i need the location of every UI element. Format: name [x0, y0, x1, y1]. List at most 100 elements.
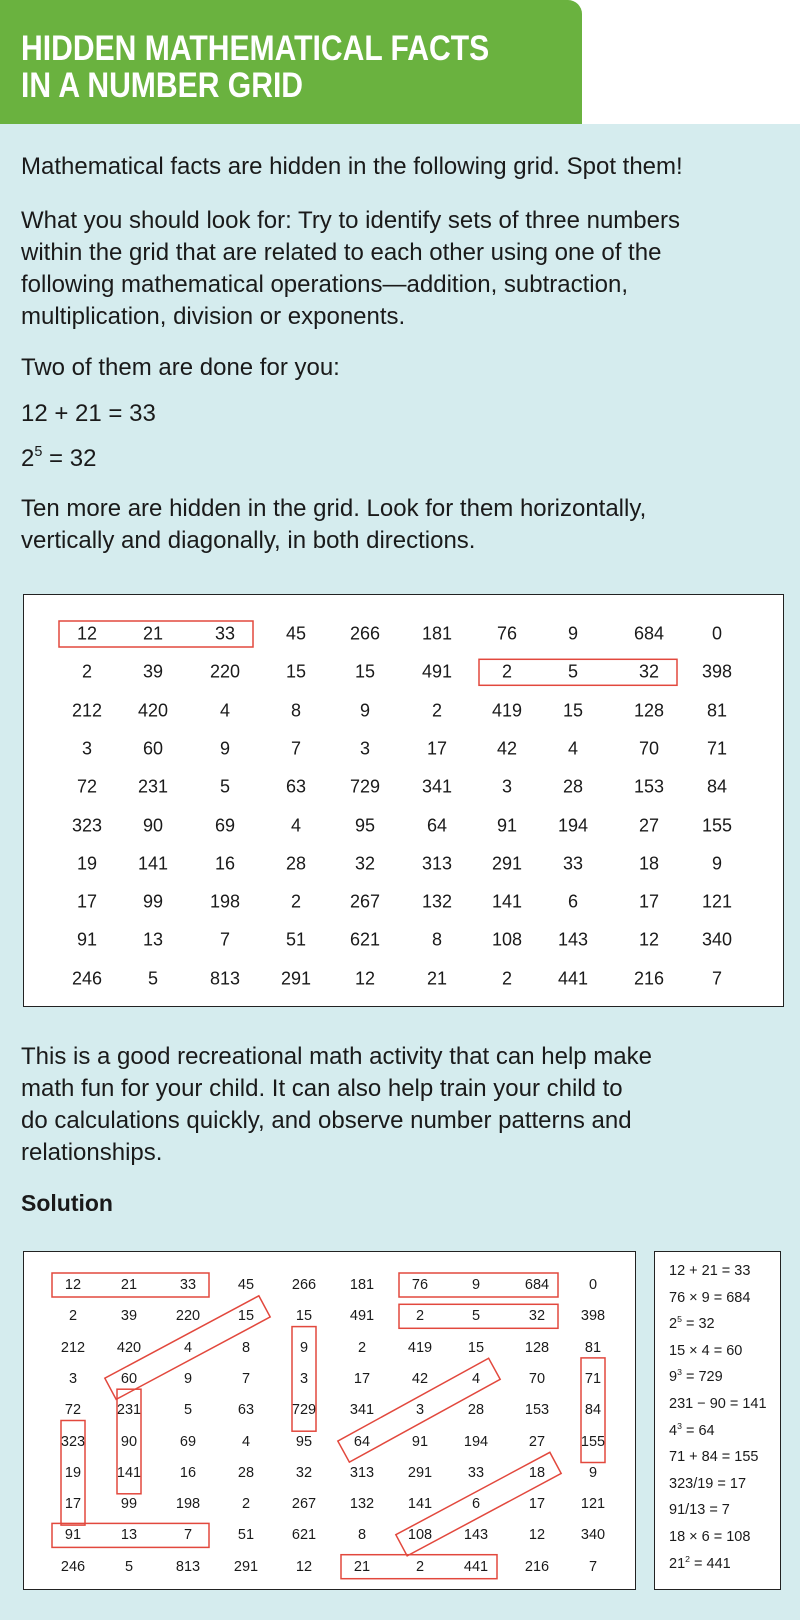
grid-cell: 51 [237, 1527, 255, 1544]
page-title: HIDDEN MATHEMATICAL FACTS IN A NUMBER GR… [21, 30, 489, 104]
grid-cell: 2 [431, 700, 443, 721]
grid-cell: 15 [467, 1339, 485, 1356]
grid-cell: 84 [706, 776, 728, 797]
grid-cell: 71 [584, 1370, 602, 1387]
exponent: 3 [677, 1420, 682, 1431]
hint-paragraph: Ten more are hidden in the grid. Look fo… [21, 493, 646, 557]
base: 9 [669, 1369, 678, 1386]
answer-item: 15 × 4 = 60 [669, 1342, 743, 1359]
answer-item: 43 = 64 [669, 1420, 715, 1439]
grid-cell: 4 [290, 815, 302, 835]
grid-cell: 33 [562, 853, 584, 874]
grid-cell: 2 [68, 1308, 78, 1325]
grid-cell: 17 [353, 1370, 371, 1387]
grid-cell: 194 [557, 815, 589, 835]
grid-cell: 9 [588, 1464, 598, 1481]
examples-intro: Two of them are done for you: [21, 354, 340, 381]
answer-item: 71 + 84 = 155 [669, 1449, 759, 1466]
grid-cell: 51 [285, 929, 307, 950]
grid-cell: 28 [562, 776, 584, 797]
grid-cell: 141 [137, 853, 169, 874]
grid-cell: 231 [116, 1402, 142, 1419]
grid-cell: 28 [285, 853, 307, 874]
grid-cell: 143 [557, 929, 589, 950]
answer-item: 231 − 90 = 141 [669, 1396, 767, 1412]
grid-cell: 60 [120, 1370, 138, 1387]
grid-cell: 420 [137, 700, 169, 721]
grid-cell: 9 [359, 700, 371, 721]
title-line-2: IN A NUMBER GRID [21, 66, 304, 105]
answer-highlight [60, 1419, 86, 1526]
grid-cell: 27 [528, 1433, 546, 1450]
grid-cell: 340 [580, 1527, 606, 1544]
grid-cell: 491 [421, 661, 453, 682]
grid-cell: 81 [584, 1339, 602, 1356]
grid-cell: 27 [638, 815, 660, 835]
exponent: 3 [677, 1367, 682, 1378]
grid-cell: 2 [241, 1496, 251, 1513]
grid-cell: 63 [285, 776, 307, 797]
grid-cell: 0 [711, 623, 723, 644]
grid-cell: 5 [471, 1308, 481, 1325]
text-line: multiplication, division or exponents. [21, 303, 406, 330]
grid-cell: 4 [241, 1433, 251, 1450]
instructions-paragraph: What you should look for: Try to identif… [21, 205, 680, 333]
grid-cell: 3 [359, 738, 371, 759]
grid-cell: 21 [353, 1558, 371, 1575]
grid-cell: 91 [64, 1527, 82, 1544]
grid-cell: 2 [357, 1339, 367, 1356]
solution-grid: 12 21 33 45 266 181 76 9 684 0 2 39 220 15 15 491 2 5 32 39… [23, 1251, 636, 1590]
grid-cell: 4 [567, 738, 579, 759]
grid-cell: 21 [426, 968, 448, 989]
grid-cell: 441 [463, 1558, 489, 1575]
grid-cell: 4 [471, 1370, 481, 1387]
grid-cell: 17 [638, 891, 660, 912]
grid-cell: 2 [415, 1558, 425, 1575]
title-banner: HIDDEN MATHEMATICAL FACTS IN A NUMBER GR… [0, 0, 582, 124]
grid-cell: 91 [76, 929, 98, 950]
result: = 729 [681, 1369, 723, 1386]
base: 21 [669, 1555, 686, 1572]
grid-cell: 16 [214, 853, 236, 874]
answer-highlight [478, 658, 678, 687]
grid-cell: 420 [116, 1339, 142, 1356]
grid-cell: 121 [580, 1496, 606, 1513]
text-line: math fun for your child. It can also hel… [21, 1075, 623, 1102]
answer-item: 91/13 = 7 [669, 1502, 730, 1519]
grid-cell: 5 [183, 1402, 193, 1419]
grid-cell: 12 [354, 968, 376, 989]
grid-cell: 17 [64, 1496, 82, 1513]
grid-cell: 99 [142, 891, 164, 912]
grid-cell: 216 [524, 1558, 550, 1575]
puzzle-grid: 12 21 33 45 266 181 76 9 684 0 2 39 220 15 15 491 2 5 32 39… [23, 594, 784, 1007]
grid-cell: 32 [354, 853, 376, 874]
grid-cell: 153 [524, 1402, 550, 1419]
grid-cell: 32 [528, 1308, 546, 1325]
grid-cell: 15 [354, 661, 376, 682]
grid-cell: 19 [64, 1464, 82, 1481]
grid-cell: 212 [60, 1339, 86, 1356]
answer-item: 25 = 32 [669, 1315, 715, 1332]
text-line: relationships. [21, 1139, 163, 1166]
answer-highlight [103, 1294, 272, 1401]
grid-cell: 21 [120, 1277, 138, 1293]
answer-highlight [58, 620, 254, 648]
grid-cell: 18 [638, 853, 660, 874]
grid-cell: 15 [562, 700, 584, 721]
grid-cell: 266 [291, 1277, 317, 1293]
grid-cell: 491 [349, 1308, 375, 1325]
grid-cell: 419 [491, 700, 523, 721]
solution-heading: Solution [21, 1190, 113, 1216]
result: = 64 [681, 1422, 715, 1439]
grid-cell: 32 [295, 1464, 313, 1481]
grid-cell: 69 [179, 1433, 197, 1450]
grid-cell: 132 [349, 1496, 375, 1513]
answer-item: 323/19 = 17 [669, 1475, 747, 1492]
grid-cell: 91 [496, 815, 518, 835]
title-line-1: HIDDEN MATHEMATICAL FACTS [21, 29, 490, 68]
grid-cell: 90 [142, 815, 164, 835]
grid-cell: 12 [64, 1277, 82, 1293]
grid-cell: 7 [241, 1370, 251, 1387]
highlight-layer [51, 1272, 606, 1580]
grid-cell: 9 [471, 1277, 481, 1293]
